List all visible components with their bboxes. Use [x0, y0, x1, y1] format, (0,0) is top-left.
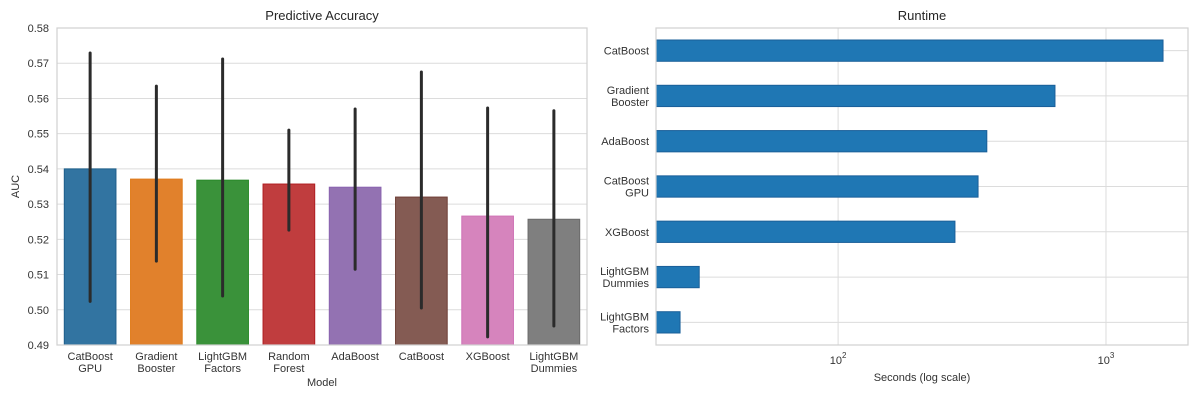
accuracy-x-tick-line: Gradient [135, 351, 177, 363]
accuracy-y-ticks: 0.49 0.50 0.51 0.52 0.53 0.54 0.55 0.56 0.57 0.58 [28, 23, 49, 352]
runtime-bar [655, 39, 1164, 62]
runtime-x-tick-exponent: 2 [842, 351, 847, 360]
runtime-y-tick-line: Booster [611, 97, 649, 109]
runtime-y-tick-line: CatBoost [604, 46, 649, 58]
accuracy-plot-frame [56, 27, 588, 346]
runtime-y-tick-line: CatBoost [604, 176, 649, 188]
runtime-bar [655, 175, 979, 198]
runtime-y-tick-line: GPU [625, 188, 649, 200]
accuracy-x-tick-label: Gradient Booster [135, 351, 177, 375]
runtime-chart-title: Runtime [898, 8, 946, 23]
accuracy-y-tick-label: 0.55 [28, 129, 49, 141]
runtime-plot-frame [655, 27, 1189, 346]
accuracy-x-tick-line: XGBoost [466, 351, 510, 363]
runtime-y-tick-line: Dummies [603, 278, 650, 290]
accuracy-x-tick-label: CatBoost GPU [68, 351, 113, 375]
accuracy-chart: 0.49 0.50 0.51 0.52 0.53 0.54 0.55 0.56 0.57 0.58… [10, 8, 588, 389]
accuracy-chart-title: Predictive Accuracy [265, 8, 379, 23]
accuracy-x-tick-line: AdaBoost [331, 351, 379, 363]
runtime-y-tick-line: XGBoost [605, 227, 649, 239]
accuracy-x-tick-label: AdaBoost [331, 351, 379, 363]
accuracy-x-tick-line: Factors [204, 363, 241, 375]
runtime-bar [655, 84, 1056, 108]
runtime-y-tick-line: LightGBM [600, 311, 649, 323]
runtime-y-tick-line: LightGBM [600, 266, 649, 278]
runtime-y-tick-label: LightGBM Factors [600, 311, 649, 335]
accuracy-y-tick-label: 0.56 [28, 93, 49, 105]
accuracy-y-tick-label: 0.57 [28, 58, 49, 70]
runtime-y-tick-line: Factors [612, 323, 649, 335]
runtime-bar [655, 220, 956, 243]
accuracy-x-tick-label: CatBoost [399, 351, 444, 363]
runtime-y-tick-label: XGBoost [605, 227, 649, 239]
runtime-x-tick-exponent: 3 [1110, 351, 1115, 360]
runtime-y-tick-label: Gradient Booster [607, 85, 650, 109]
accuracy-x-tick-line: Dummies [531, 363, 578, 375]
accuracy-error-bars [88, 51, 556, 339]
accuracy-x-tick-line: Random [268, 351, 310, 363]
accuracy-y-tick-label: 0.50 [28, 305, 49, 317]
accuracy-x-tick-label: LightGBM Factors [198, 351, 247, 375]
runtime-x-tick-base: 10 [1098, 355, 1110, 367]
accuracy-x-tick-line: LightGBM [529, 351, 578, 363]
accuracy-y-tick-label: 0.52 [28, 234, 49, 246]
runtime-y-tick-line: Gradient [607, 85, 649, 97]
runtime-y-tick-line: AdaBoost [601, 136, 649, 148]
runtime-x-tick-label: 102 [830, 351, 847, 367]
runtime-y-tick-label: AdaBoost [601, 136, 649, 148]
accuracy-y-tick-label: 0.54 [28, 164, 49, 176]
accuracy-y-tick-label: 0.51 [28, 270, 49, 282]
runtime-x-ticks: 102 103 [830, 351, 1115, 367]
runtime-x-tick-base: 10 [830, 355, 842, 367]
accuracy-x-axis-label: Model [307, 377, 337, 389]
accuracy-y-tick-label: 0.49 [28, 340, 49, 352]
runtime-bar [655, 311, 681, 334]
accuracy-y-tick-label: 0.53 [28, 199, 49, 211]
accuracy-x-tick-line: CatBoost [68, 351, 113, 363]
accuracy-x-tick-line: Forest [273, 363, 304, 375]
runtime-y-tick-label: LightGBM Dummies [600, 266, 649, 290]
accuracy-x-tick-label: XGBoost [466, 351, 510, 363]
accuracy-x-tick-label: Random Forest [268, 351, 310, 375]
runtime-x-tick-label: 103 [1098, 351, 1115, 367]
runtime-bars [655, 39, 1164, 334]
accuracy-x-tick-line: CatBoost [399, 351, 444, 363]
runtime-y-tick-label: CatBoost [604, 46, 649, 58]
accuracy-bars [63, 168, 581, 346]
accuracy-y-axis-label: AUC [10, 175, 22, 198]
accuracy-x-tick-line: LightGBM [198, 351, 247, 363]
accuracy-y-tick-label: 0.58 [28, 23, 49, 35]
runtime-y-tick-label: CatBoost GPU [604, 176, 649, 200]
accuracy-x-tick-line: Booster [137, 363, 175, 375]
runtime-bar [655, 265, 700, 289]
accuracy-x-tick-line: GPU [78, 363, 102, 375]
runtime-bar [655, 130, 988, 153]
runtime-x-axis-label: Seconds (log scale) [874, 372, 971, 384]
accuracy-x-tick-label: LightGBM Dummies [529, 351, 578, 375]
